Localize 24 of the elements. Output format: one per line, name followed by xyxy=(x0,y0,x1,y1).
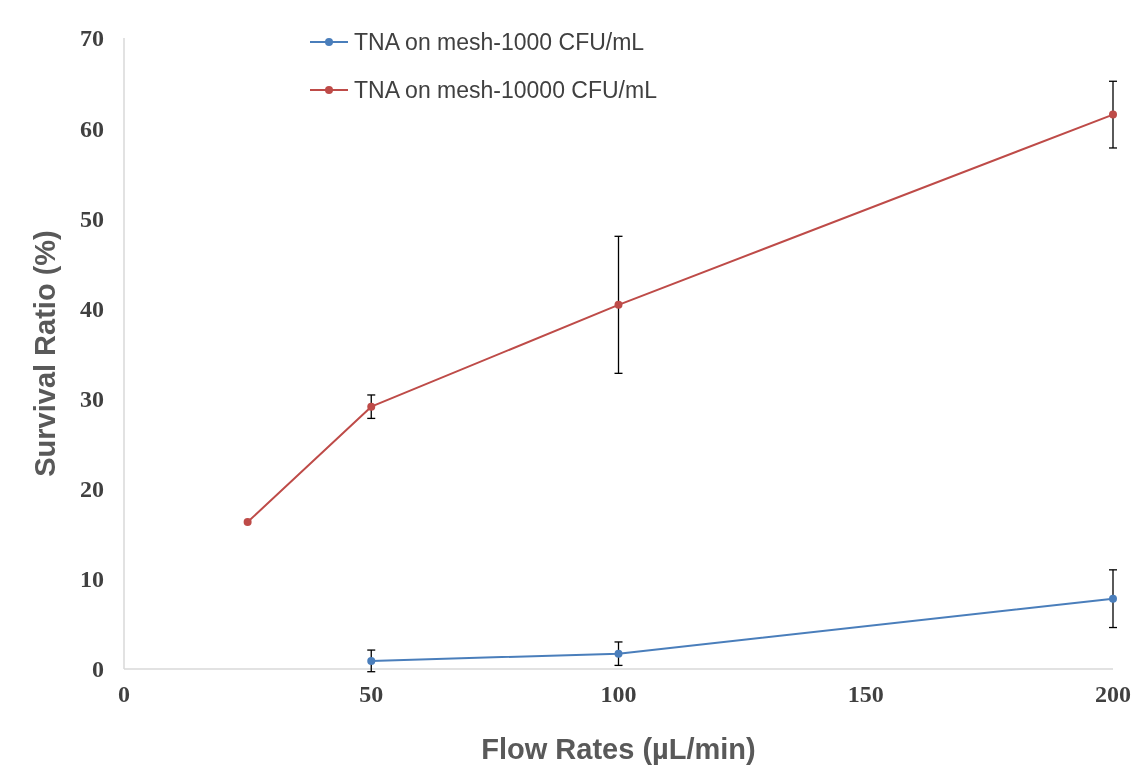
x-tick-label: 200 xyxy=(1095,681,1131,707)
y-tick-label: 40 xyxy=(80,295,104,322)
x-axis-title: Flow Rates (µL/min) xyxy=(481,733,756,765)
point xyxy=(243,518,252,527)
y-tick-label: 30 xyxy=(80,385,104,412)
x-tick-label: 50 xyxy=(359,681,384,707)
x-tick-label: 100 xyxy=(600,681,637,707)
y-tick-label: 60 xyxy=(80,115,104,142)
legend-label: TNA on mesh-10000 CFU/mL xyxy=(354,77,658,104)
y-tick-label: 0 xyxy=(92,656,104,683)
point xyxy=(367,402,376,411)
point xyxy=(1109,110,1117,119)
point xyxy=(1109,594,1117,603)
point xyxy=(367,656,376,665)
x-tick-label: 150 xyxy=(847,681,884,707)
x-tick-label: 0 xyxy=(118,681,130,707)
y-axis-title: Survival Ratio (%) xyxy=(29,230,61,477)
y-tick-label: 20 xyxy=(80,476,104,503)
point xyxy=(614,300,623,309)
point xyxy=(614,649,623,658)
y-tick-label: 50 xyxy=(80,205,104,232)
y-tick-label: 70 xyxy=(80,25,104,52)
legend-label: TNA on mesh-1000 CFU/mL xyxy=(354,29,645,56)
y-tick-label: 10 xyxy=(80,566,104,593)
